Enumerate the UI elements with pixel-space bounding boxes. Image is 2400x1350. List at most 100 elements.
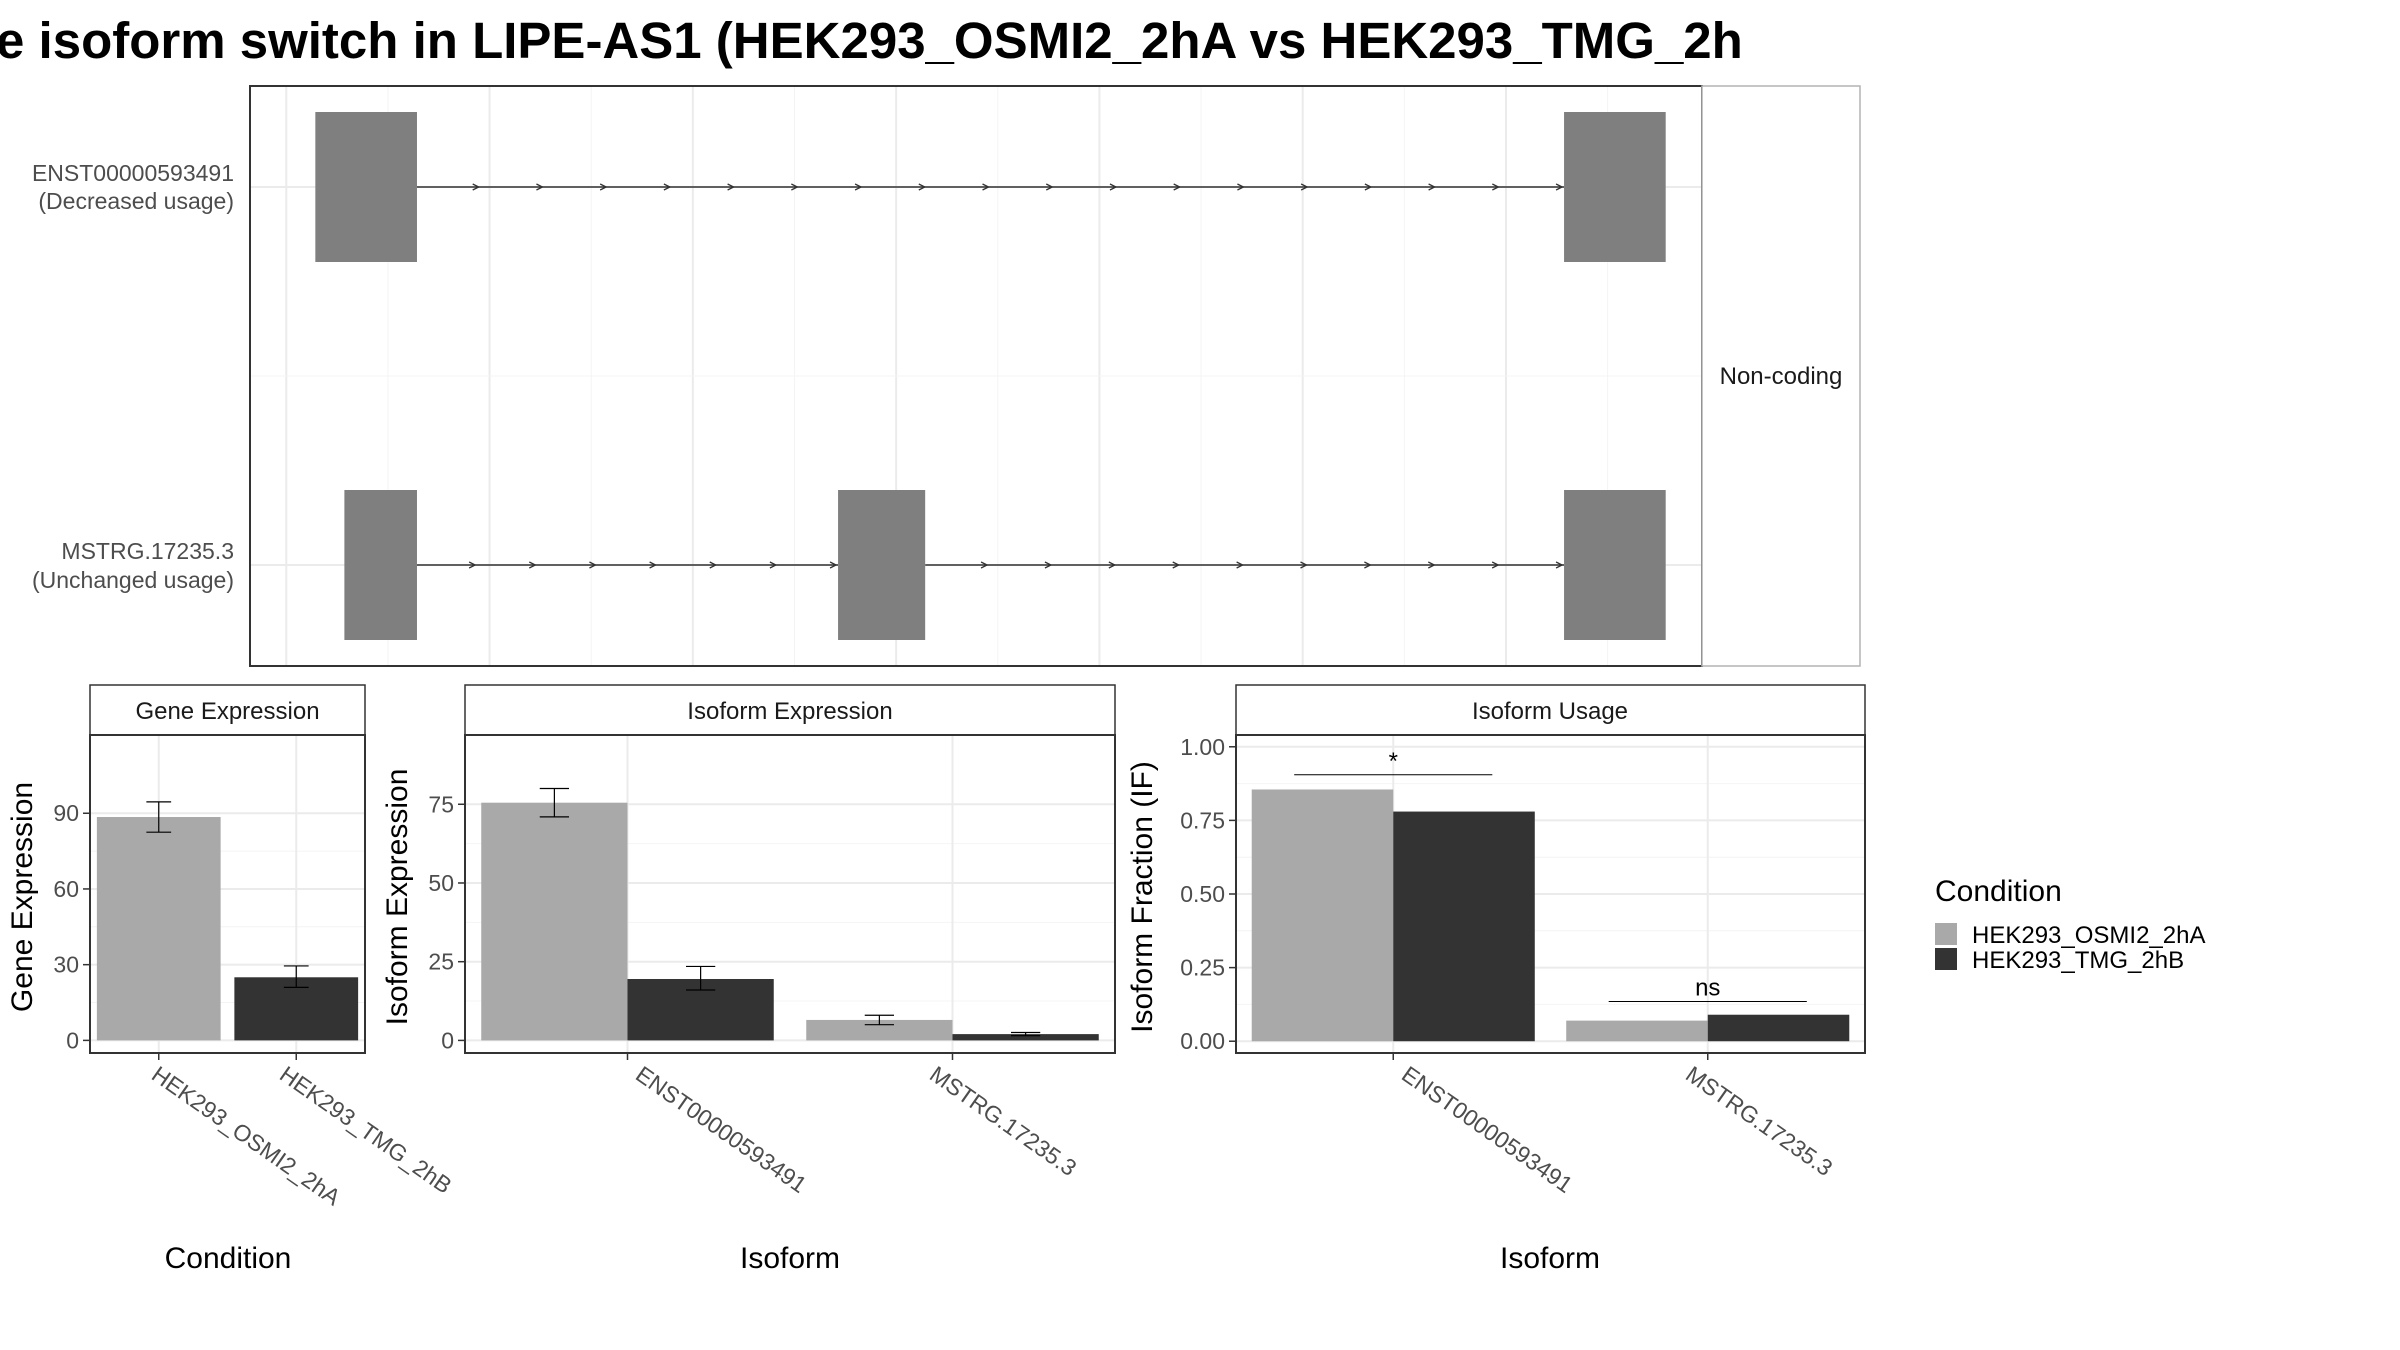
intron-arrow xyxy=(918,183,927,191)
bar xyxy=(481,802,628,1041)
exon-block xyxy=(838,490,926,640)
intron-arrow xyxy=(769,561,778,569)
intron-arrow xyxy=(1492,183,1500,191)
intron-arrow xyxy=(1044,561,1053,569)
bar xyxy=(1393,811,1535,1042)
intron-arrow xyxy=(727,183,736,191)
isoexp-xtick-label-2: MSTRG.17235.3 xyxy=(925,1061,1081,1181)
structure-facet-label: Non-coding xyxy=(1720,363,1843,390)
plot-border xyxy=(89,734,366,1054)
intron-arrow xyxy=(472,183,481,191)
structure-facet-strip xyxy=(1701,85,1861,667)
intron-arrow xyxy=(1428,183,1437,191)
gene-expression-strip-label: Gene Expression xyxy=(135,698,319,725)
intron-arrow xyxy=(528,561,537,569)
plot-border xyxy=(464,734,1116,1054)
isoform-usage-plot-area: 0.00 0.25 0.50 0.75 1.00 * ns xyxy=(1180,734,1866,1060)
intron-arrow xyxy=(589,561,597,569)
isoexp-xaxis-title: Isoform xyxy=(740,1242,840,1275)
intron-arrow xyxy=(982,183,990,191)
transcript-label-1-id: ENST00000593491 xyxy=(32,160,234,186)
ytick-label: 30 xyxy=(53,952,79,978)
intron-arrow xyxy=(1300,183,1309,191)
intron-arrow xyxy=(468,561,477,569)
intron-arrow xyxy=(1045,183,1054,191)
bar xyxy=(1251,789,1394,1042)
bar xyxy=(1566,1020,1708,1042)
legend-label-condition-b: HEK293_TMG_2hB xyxy=(1972,947,2184,974)
significance-label: * xyxy=(1389,748,1398,775)
legend-label-condition-a: HEK293_OSMI2_2hA xyxy=(1972,922,2205,949)
intron-arrow xyxy=(829,561,838,569)
intron-arrow xyxy=(536,183,544,191)
intron-arrow xyxy=(854,183,863,191)
intron-arrow xyxy=(1236,561,1245,569)
isoform-expression-strip-label: Isoform Expression xyxy=(687,698,892,725)
legend-key-condition-b xyxy=(1935,948,1957,970)
ytick-label: 1.00 xyxy=(1180,734,1225,760)
ytick-label: 90 xyxy=(53,800,79,826)
ytick-label: 0.00 xyxy=(1180,1028,1225,1054)
intron-arrow xyxy=(1364,183,1373,191)
usage-xtick-label-1: ENST00000593491 xyxy=(1397,1061,1577,1198)
intron-arrow xyxy=(1364,561,1372,569)
isoform-usage-panel: Isoform Usage 0.00 0.25 0.50 0.75 1.00 * ns EN… xyxy=(1126,684,1866,1275)
plot-border xyxy=(1235,734,1866,1054)
ytick-label: 0 xyxy=(441,1027,454,1053)
ytick-label: 60 xyxy=(53,876,79,902)
bar xyxy=(1707,1014,1850,1042)
intron-arrow xyxy=(1109,183,1118,191)
gene-yaxis-title: Gene Expression xyxy=(6,782,39,1012)
exon-block xyxy=(315,112,417,262)
intron-arrow xyxy=(791,183,799,191)
ytick-label: 75 xyxy=(428,791,454,817)
ytick-label: 0.75 xyxy=(1180,807,1225,833)
legend-key-condition-a xyxy=(1935,923,1957,945)
exon-block xyxy=(1564,490,1666,640)
intron-arrow xyxy=(1300,561,1308,569)
transcript-label-2-id: MSTRG.17235.3 xyxy=(61,538,234,564)
intron-arrow xyxy=(1237,183,1245,191)
intron-arrow xyxy=(1555,183,1564,191)
intron-arrow xyxy=(1491,561,1500,569)
bar xyxy=(806,1019,953,1041)
legend: Condition HEK293_OSMI2_2hA HEK293_TMG_2h… xyxy=(1935,875,2205,974)
figure-title: e isoform switch in LIPE-AS1 (HEK293_OSM… xyxy=(0,12,1743,69)
legend-title: Condition xyxy=(1935,875,2062,908)
ytick-label: 50 xyxy=(428,870,454,896)
significance-label: ns xyxy=(1695,974,1720,1001)
intron-arrow xyxy=(1172,561,1181,569)
usage-yaxis-title: Isoform Fraction (IF) xyxy=(1126,761,1159,1033)
exon-block xyxy=(344,490,417,640)
ytick-label: 25 xyxy=(428,949,454,975)
isoexp-xtick-label-1: ENST00000593491 xyxy=(631,1061,811,1198)
ytick-label: 0.50 xyxy=(1180,881,1225,907)
intron-arrow xyxy=(1108,561,1117,569)
exon-block xyxy=(1564,112,1666,262)
intron-arrow xyxy=(1427,561,1436,569)
structure-transcripts xyxy=(315,112,1666,640)
bar xyxy=(952,1034,1099,1041)
isoform-expression-plot-area: 0 25 50 75 xyxy=(428,734,1116,1060)
ytick-label: 0 xyxy=(66,1027,79,1053)
usage-xtick-label-2: MSTRG.17235.3 xyxy=(1681,1061,1837,1181)
intron-arrow xyxy=(1173,183,1182,191)
intron-arrow xyxy=(663,183,672,191)
ytick-label: 0.25 xyxy=(1180,955,1225,981)
intron-arrow xyxy=(1555,561,1564,569)
transcript-label-2-usage: (Unchanged usage) xyxy=(32,567,234,593)
bar xyxy=(96,817,221,1041)
intron-arrow xyxy=(980,561,989,569)
isoform-usage-strip xyxy=(1235,684,1866,736)
gene-expression-strip xyxy=(89,684,366,736)
isoform-expression-strip xyxy=(464,684,1116,736)
isoform-usage-strip-label: Isoform Usage xyxy=(1472,698,1628,725)
gene-xaxis-title: Condition xyxy=(165,1242,292,1275)
intron-arrow xyxy=(599,183,608,191)
transcript-label-1-usage: (Decreased usage) xyxy=(38,188,234,214)
transcript-structure-panel: Non-coding ENST00000593491 (Decreased us… xyxy=(32,85,1861,667)
intron-arrow xyxy=(709,561,718,569)
isoform-expression-panel: Isoform Expression 0 25 50 75 ENST000005934… xyxy=(381,684,1116,1275)
usage-xaxis-title: Isoform xyxy=(1500,1242,1600,1275)
